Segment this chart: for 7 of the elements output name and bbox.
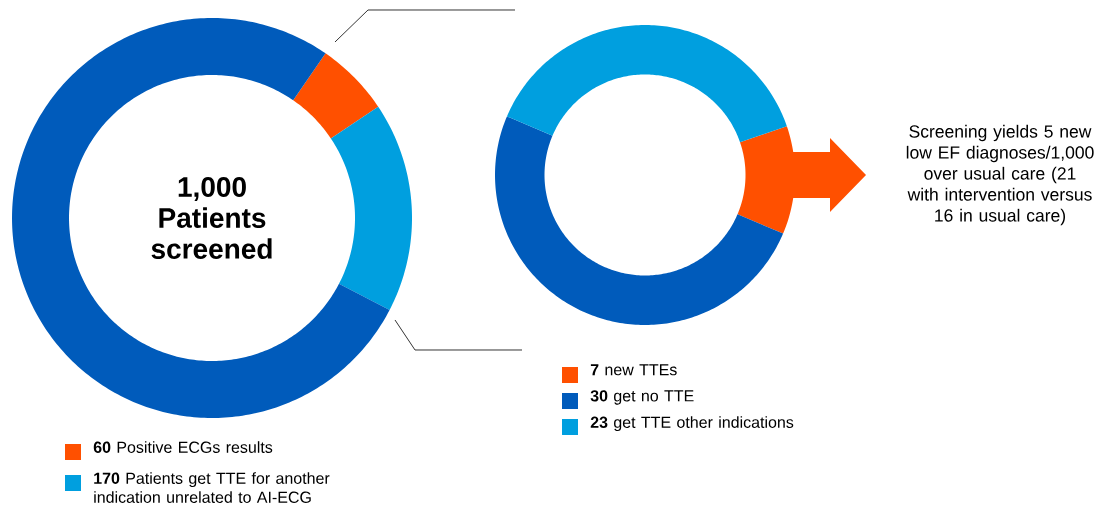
text: Screening yields 5 new low EF diagnoses/1,000 over usual care (21 with intervention versus 16 in usual care) <box>906 124 1094 226</box>
legend-label: 23 get TTE other indications <box>590 416 794 432</box>
text: 1,000 Patients screened <box>151 177 272 259</box>
legend-label: 170 Patients get TTE for another indication unrelated to AI-ECG <box>94 472 330 503</box>
legend-label: 7 new TTEs <box>590 364 677 376</box>
legend-label: 60 Positive ECGs results <box>93 441 273 453</box>
legend-label: 30 get no TTE <box>590 390 694 405</box>
